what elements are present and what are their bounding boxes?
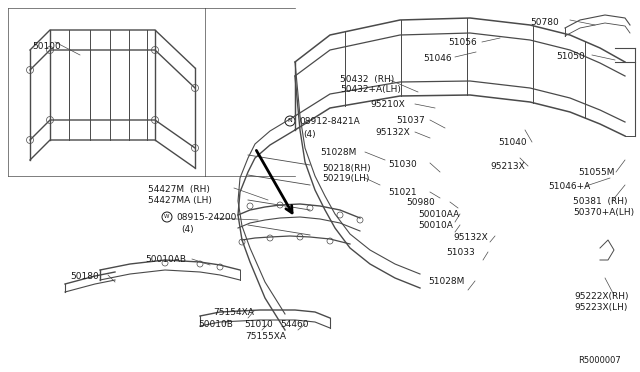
Text: 51050: 51050 <box>556 52 585 61</box>
Text: N: N <box>287 119 292 124</box>
Text: R5000007: R5000007 <box>578 356 621 365</box>
Text: 95213X: 95213X <box>490 162 525 171</box>
Text: 50010B: 50010B <box>198 320 233 329</box>
Text: 95223X(LH): 95223X(LH) <box>574 303 627 312</box>
Text: 50219(LH): 50219(LH) <box>322 174 369 183</box>
Text: 51028M: 51028M <box>428 277 465 286</box>
Text: 51021: 51021 <box>388 188 417 197</box>
Text: 50370+A(LH): 50370+A(LH) <box>573 208 634 217</box>
Text: 50432  (RH): 50432 (RH) <box>340 75 394 84</box>
Text: 75155XA: 75155XA <box>245 332 286 341</box>
Text: 50010AB: 50010AB <box>145 255 186 264</box>
Text: (4): (4) <box>181 225 194 234</box>
Text: 95132X: 95132X <box>375 128 410 137</box>
Text: 95132X: 95132X <box>453 233 488 242</box>
Text: 54460: 54460 <box>280 320 308 329</box>
Text: 51037: 51037 <box>396 116 425 125</box>
Text: 08915-24200: 08915-24200 <box>176 214 236 222</box>
Text: 95210X: 95210X <box>370 100 404 109</box>
Text: 51030: 51030 <box>388 160 417 169</box>
Text: 51046: 51046 <box>423 54 452 63</box>
Text: 50180: 50180 <box>70 272 99 281</box>
Text: 50100: 50100 <box>32 42 61 51</box>
Text: 54427MA (LH): 54427MA (LH) <box>148 196 212 205</box>
Text: 51056: 51056 <box>448 38 477 47</box>
Text: 50780: 50780 <box>530 18 559 27</box>
Text: W: W <box>164 215 170 219</box>
Text: 50010A: 50010A <box>418 221 453 230</box>
Text: 50010AA: 50010AA <box>418 210 460 219</box>
Text: 51046+A: 51046+A <box>548 182 590 191</box>
Text: 50218(RH): 50218(RH) <box>322 164 371 173</box>
Text: 50432+A(LH): 50432+A(LH) <box>340 85 401 94</box>
Text: 75154XA: 75154XA <box>213 308 254 317</box>
Text: 08912-8421A: 08912-8421A <box>299 118 360 126</box>
Text: 50381  (RH): 50381 (RH) <box>573 197 627 206</box>
Text: 51040: 51040 <box>498 138 527 147</box>
Text: 51028M: 51028M <box>320 148 356 157</box>
Text: 51033: 51033 <box>446 248 475 257</box>
Text: 50980: 50980 <box>406 198 435 207</box>
Text: 95222X(RH): 95222X(RH) <box>574 292 628 301</box>
Text: 54427M  (RH): 54427M (RH) <box>148 185 210 194</box>
Text: 51010: 51010 <box>244 320 273 329</box>
Text: 51055M: 51055M <box>578 168 614 177</box>
Text: (4): (4) <box>303 130 316 139</box>
